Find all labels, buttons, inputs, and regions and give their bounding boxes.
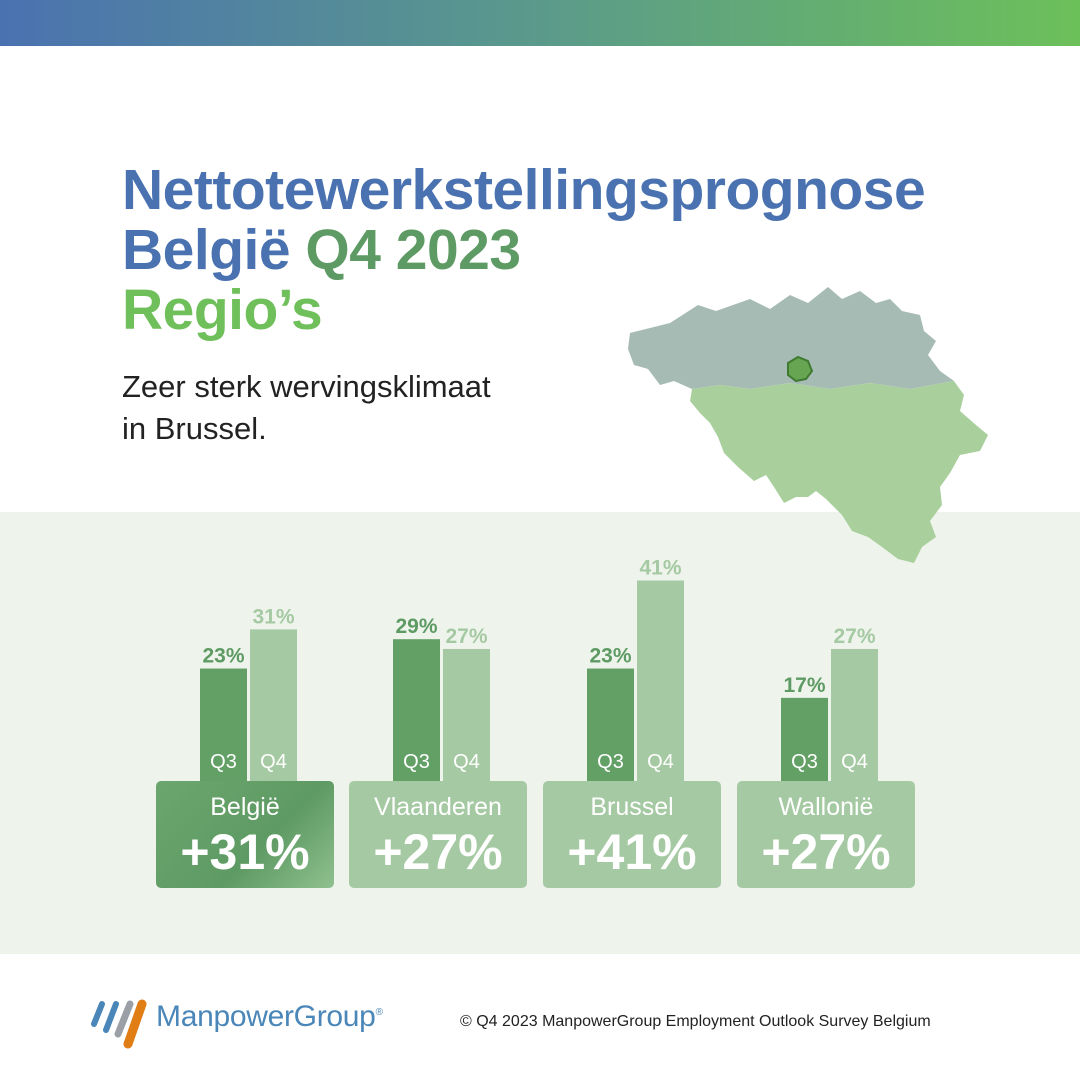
footer — [0, 954, 1080, 1080]
bar-belgi-q4 — [250, 629, 297, 781]
title-line-1: Nettotewerkstellingsprognose — [122, 158, 926, 222]
title-country: België — [122, 218, 291, 282]
summary-region-walloni: Wallonië — [778, 793, 874, 821]
belgium-map — [628, 287, 988, 563]
value-label-belgi-q3: 23% — [202, 645, 244, 668]
bar-walloni-q3 — [781, 697, 828, 781]
page-title: Nettotewerkstellingsprognose België Q4 2… — [122, 158, 926, 342]
summary-value-walloni: +27% — [761, 824, 891, 880]
logo-text: ManpowerGroup — [156, 1000, 376, 1033]
value-label-walloni-q3: 17% — [783, 674, 825, 697]
title-line-2: België Q4 2023 — [122, 220, 925, 280]
value-label-vlaanderen-q4: 27% — [445, 625, 487, 648]
summary-region-brussel: Brussel — [590, 793, 674, 821]
summary-box-walloni: Wallonië +27% — [737, 781, 915, 888]
series-label-walloni-q4: Q4 — [841, 751, 868, 773]
title-line-3: Regio’s — [122, 278, 323, 342]
bar-vlaanderen-q4 — [443, 648, 490, 781]
summary-value-belgi: +31% — [180, 824, 310, 880]
value-label-vlaanderen-q3: 29% — [395, 615, 437, 638]
series-label-walloni-q3: Q3 — [791, 751, 818, 773]
series-label-belgi-q3: Q3 — [210, 751, 237, 773]
series-label-belgi-q4: Q4 — [260, 751, 287, 773]
manpowergroup-logo: ManpowerGroup® — [86, 990, 386, 1050]
summary-box-vlaanderen: Vlaanderen +27% — [349, 781, 527, 888]
bar-brussel-q3 — [587, 668, 634, 781]
summary-region-belgi: België — [210, 793, 280, 821]
top-gradient-bar — [0, 0, 1080, 46]
subtitle: Zeer sterk wervingsklimaat in Brussel. — [122, 366, 582, 450]
series-label-brussel-q3: Q3 — [597, 751, 624, 773]
value-label-walloni-q4: 27% — [833, 625, 875, 648]
summary-value-brussel: +41% — [567, 824, 697, 880]
summary-region-vlaanderen: Vlaanderen — [374, 793, 502, 821]
map-region-wallonie — [690, 381, 988, 563]
series-label-vlaanderen-q3: Q3 — [403, 751, 430, 773]
subtitle-line-2: in Brussel. — [122, 411, 267, 446]
summary-box-belgi: België +31% — [156, 781, 334, 888]
series-label-brussel-q4: Q4 — [647, 751, 674, 773]
value-label-belgi-q4: 31% — [252, 605, 294, 628]
value-label-brussel-q3: 23% — [589, 645, 631, 668]
logo-stripes-icon — [91, 999, 147, 1049]
registered-mark: ® — [375, 1007, 383, 1018]
series-label-vlaanderen-q4: Q4 — [453, 751, 480, 773]
bar-walloni-q4 — [831, 648, 878, 781]
map-region-vlaanderen — [628, 287, 954, 389]
summary-box-brussel: Brussel +41% — [543, 781, 721, 888]
copyright-text: © Q4 2023 ManpowerGroup Employment Outlo… — [460, 1013, 931, 1030]
map-region-brussel — [787, 355, 814, 383]
bar-belgi-q3 — [200, 668, 247, 781]
subtitle-line-1: Zeer sterk wervingsklimaat — [122, 369, 491, 404]
summary-value-vlaanderen: +27% — [373, 824, 503, 880]
bar-vlaanderen-q3 — [393, 639, 440, 781]
title-quarter: Q4 2023 — [305, 218, 521, 282]
value-label-brussel-q4: 41% — [639, 557, 681, 580]
bar-brussel-q4 — [637, 580, 684, 781]
